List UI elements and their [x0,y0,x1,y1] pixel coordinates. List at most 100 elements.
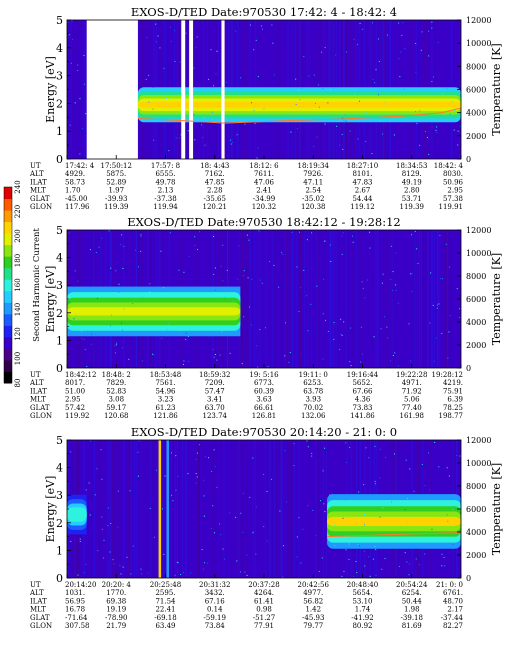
orbit-value: 6555. [155,170,175,178]
noise-speck [344,114,346,116]
noise-speck [89,249,91,251]
noise-speck [365,111,367,113]
noise-speck [248,239,250,241]
noise-speck [197,248,199,250]
noise-speck [76,319,78,321]
orbit-value: -41.92 [351,614,373,622]
noise-speck [170,41,172,43]
texture-stripe [150,440,152,578]
colorbar-tick-label: 160 [14,278,22,291]
texture-stripe [170,440,172,578]
orbit-value: 5654. [352,589,372,597]
texture-stripe [279,440,281,578]
noise-speck [112,559,114,561]
noise-speck [293,465,295,467]
y2-tick-label: 10000 [466,39,491,48]
noise-speck [323,278,325,280]
orbit-value: -69.18 [154,614,176,622]
noise-speck [357,138,359,140]
noise-speck [203,515,205,517]
noise-speck [317,84,319,86]
texture-stripe [385,230,387,368]
noise-speck [168,150,170,152]
orbit-value: 22.41 [155,606,175,614]
noise-speck [160,250,162,252]
texture-stripe [114,440,116,578]
noise-speck [322,88,324,90]
noise-speck [381,568,383,570]
noise-speck [257,147,259,149]
texture-stripe [447,230,449,368]
texture-stripe [185,440,187,578]
noise-speck [229,352,231,354]
noise-speck [352,241,354,243]
noise-speck [179,330,181,332]
y2-tick-label: 8000 [466,482,486,491]
orbit-value: 20:42:56 [298,581,330,589]
noise-speck [298,90,300,92]
orbit-value: 57.38 [443,195,463,203]
noise-speck [415,111,417,113]
noise-speck [406,561,408,563]
orbit-row-label: ILAT [30,387,47,395]
noise-speck [178,137,180,139]
orbit-value: 119.91 [439,203,464,211]
texture-stripe [252,440,254,578]
orbit-value: 3.08 [108,396,124,404]
noise-speck [71,20,73,22]
noise-speck [415,43,417,45]
noise-speck [272,42,274,44]
noise-speck [358,491,360,493]
orbit-value: 120.21 [203,203,228,211]
orbit-value: 119.92 [65,412,90,420]
colorbar-segment [4,198,12,211]
noise-speck [433,360,435,362]
orbit-value: 1770. [106,589,126,597]
texture-stripe [290,440,292,578]
noise-speck [359,100,361,102]
noise-speck [166,97,168,99]
noise-speck [257,76,259,78]
orbit-value: 4264. [254,589,274,597]
noise-speck [313,145,315,147]
texture-stripe [223,440,225,578]
texture-stripe [76,20,78,159]
texture-stripe [269,440,271,578]
orbit-value: 4977. [303,589,323,597]
noise-speck [322,313,324,315]
noise-speck [236,560,238,562]
y2-tick-label: 2000 [466,551,486,560]
texture-stripe [236,440,238,578]
noise-speck [369,247,371,249]
orbit-value: 19:16:44 [347,371,379,379]
noise-speck [454,110,456,112]
panel-title: EXOS-D/TED Date:970530 17:42: 4 - 18:42:… [131,5,397,19]
noise-speck [183,363,185,365]
y2-tick-label: 0 [466,574,471,583]
noise-speck [456,455,458,457]
noise-speck [109,551,111,553]
noise-speck [153,354,155,356]
orbit-value: 4219. [443,379,463,387]
orbit-value: 57.42 [65,404,85,412]
noise-speck [79,540,81,542]
orbit-value: 20:37:28 [248,581,279,589]
noise-speck [248,306,250,308]
orbit-value: 7926. [303,170,323,178]
noise-speck [100,449,102,451]
noise-speck [244,571,246,573]
orbit-value: 52.89 [106,178,126,186]
noise-speck [208,78,210,80]
noise-speck [368,556,370,558]
noise-speck [410,273,412,275]
noise-speck [408,574,410,576]
texture-stripe [242,440,244,578]
orbit-row-label: GLON [30,412,52,420]
noise-speck [152,353,154,355]
noise-speck [77,280,79,282]
noise-speck [219,523,221,525]
noise-speck [318,106,320,108]
texture-stripe [214,440,216,578]
noise-speck [399,76,401,78]
texture-stripe [231,440,233,578]
